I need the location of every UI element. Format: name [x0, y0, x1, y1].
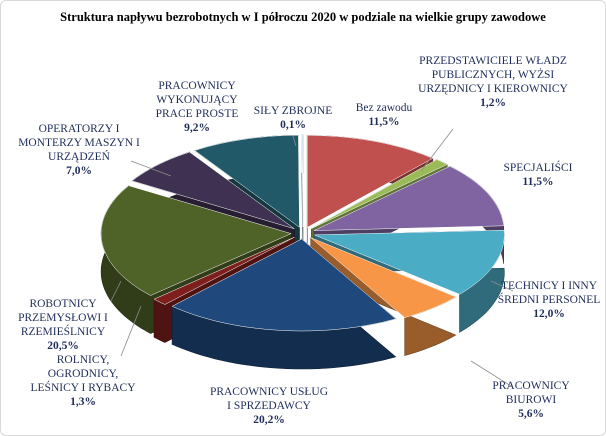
- slice: [313, 166, 504, 231]
- value-label: 5,6%: [518, 408, 544, 420]
- slice: [301, 134, 304, 228]
- value-label: 11,5%: [522, 176, 554, 188]
- category-label: PRACOWNICY WYKONUJĄCY PRACE PROSTE: [155, 80, 239, 120]
- leader-line: [130, 160, 172, 177]
- slice: [100, 185, 292, 296]
- leader-line: [292, 135, 297, 147]
- leader-line: [110, 280, 122, 302]
- slice: [314, 229, 505, 295]
- value-label: 7,0%: [66, 165, 92, 177]
- data-label: PRZEDSTAWICIELE WŁADZ PUBLICZNYCH, WYŻSI…: [418, 54, 568, 110]
- data-label: Bez zawodu 11,5%: [339, 101, 429, 129]
- value-label: 11,5%: [368, 116, 400, 128]
- data-label: SPECJALIŚCI 11,5%: [488, 161, 588, 189]
- leader-line: [490, 280, 514, 292]
- chart-title: Struktura napływu bezrobotnych w I półro…: [60, 10, 546, 24]
- category-label: ROBOTNICY PRZEMYSŁOWI I RZEMIEŚLNICY: [18, 298, 108, 338]
- category-label: PRACOWNICY BIUROWI: [492, 380, 570, 406]
- category-label: PRZEDSTAWICIELE WŁADZ PUBLICZNYCH, WYŻSI…: [418, 55, 568, 95]
- data-label: PRACOWNICY BIUROWI 5,6%: [486, 379, 576, 421]
- category-label: Bez zawodu: [355, 102, 413, 114]
- slice: [171, 238, 397, 332]
- slice: [310, 237, 457, 318]
- data-label: TECHNICY I INNY ŚREDNI PERSONEL 12,0%: [494, 279, 604, 321]
- slice: [153, 236, 295, 305]
- data-label: PRACOWNICY USŁUG I SPRZEDAWCY 20,2%: [209, 385, 329, 427]
- slice: [131, 151, 295, 230]
- data-label: SIŁY ZBROJNE 0,1%: [253, 104, 333, 132]
- category-label: OPERATORZY I MONTERZY MASZYN I URZĄDZEŃ: [18, 123, 140, 163]
- value-label: 12,0%: [533, 308, 565, 320]
- leader-line: [420, 128, 454, 172]
- category-label: SPECJALIŚCI: [503, 162, 573, 174]
- data-label: ROLNICY, OGRODNICY, LEŚNICY I RYBACY 1,3%: [28, 353, 138, 409]
- value-label: 1,3%: [70, 396, 96, 408]
- value-label: 0,1%: [280, 119, 306, 131]
- value-label: 1,2%: [480, 97, 506, 109]
- category-label: SIŁY ZBROJNE: [253, 105, 333, 117]
- category-label: PRACOWNICY USŁUG I SPRZEDAWCY: [209, 386, 329, 412]
- slice: [311, 159, 448, 229]
- slice: [306, 135, 434, 228]
- category-label: ROLNICY, OGRODNICY, LEŚNICY I RYBACY: [30, 354, 136, 394]
- value-label: 20,2%: [253, 414, 285, 426]
- value-label: 20,5%: [47, 340, 79, 352]
- data-label: OPERATORZY I MONTERZY MASZYN I URZĄDZEŃ 7…: [9, 122, 149, 178]
- value-label: 9,2%: [184, 122, 210, 134]
- data-label: PRACOWNICY WYKONUJĄCY PRACE PROSTE 9,2%: [137, 79, 257, 135]
- category-label: TECHNICY I INNY ŚREDNI PERSONEL: [497, 280, 601, 306]
- slice: [194, 135, 300, 228]
- leader-line: [120, 305, 142, 357]
- data-label: ROBOTNICY PRZEMYSŁOWI I RZEMIEŚLNICY 20,5…: [8, 297, 118, 353]
- leader-line: [470, 360, 512, 387]
